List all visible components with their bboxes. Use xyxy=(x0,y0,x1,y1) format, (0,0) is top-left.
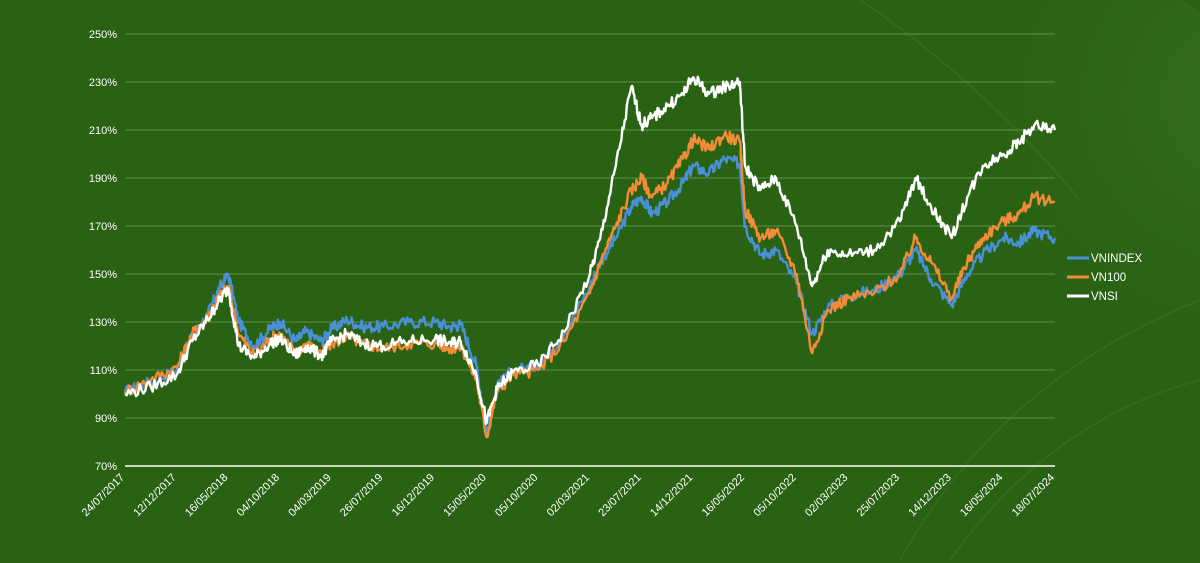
y-tick-label: 150% xyxy=(89,269,117,281)
y-tick-label: 90% xyxy=(95,413,117,425)
y-axis: 250% 230% 210% 190% 170% 150% 130% 110% 90% 70% xyxy=(89,29,117,473)
y-tick-label: 170% xyxy=(89,221,117,233)
y-tick-label: 250% xyxy=(89,29,117,41)
y-tick-label: 230% xyxy=(89,77,117,89)
legend: VNINDEX VN100 VNSI xyxy=(1067,253,1142,303)
decorative-leaf-circle xyxy=(800,0,1200,490)
legend-label-vnsi: VNSI xyxy=(1091,291,1118,303)
y-tick-label: 110% xyxy=(90,365,118,377)
y-tick-label: 70% xyxy=(95,461,117,473)
decorative-fern-leaves xyxy=(859,0,1200,561)
series-layer xyxy=(123,75,1057,439)
y-tick-label: 210% xyxy=(89,125,117,137)
y-tick-label: 190% xyxy=(89,173,117,185)
legend-label-vn100: VN100 xyxy=(1091,272,1126,284)
legend-label-vnindex: VNINDEX xyxy=(1091,253,1142,265)
y-tick-label: 130% xyxy=(89,317,117,329)
series-line-vnsi xyxy=(124,75,1057,426)
